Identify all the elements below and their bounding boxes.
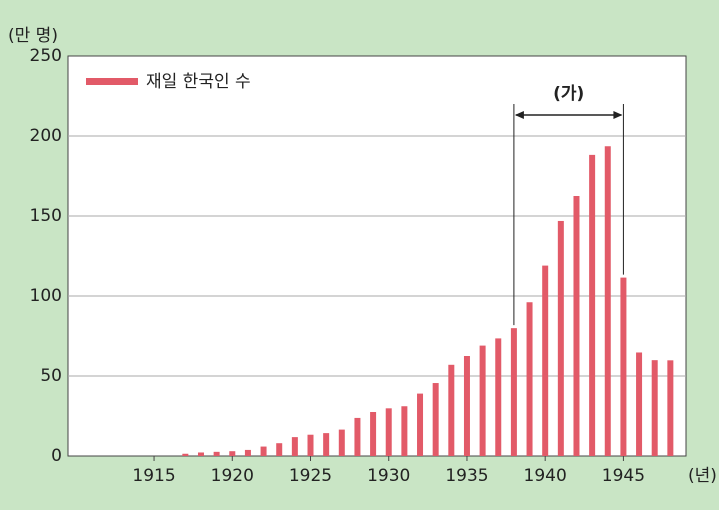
bar	[182, 453, 189, 456]
bar	[557, 220, 564, 456]
y-unit: (만 명)	[8, 26, 58, 46]
bar	[338, 429, 345, 456]
bar	[276, 443, 283, 456]
bar	[495, 338, 502, 456]
bar	[448, 364, 455, 456]
bar	[479, 345, 486, 456]
legend-swatch	[86, 78, 138, 85]
bar	[463, 356, 470, 456]
x-tick-label: 1915	[132, 466, 175, 486]
x-tick-label: 1935	[445, 466, 488, 486]
plot-area	[67, 55, 687, 457]
bar	[620, 277, 627, 456]
legend-label: 재일 한국인 수	[146, 72, 251, 92]
y-tick-label: 100	[30, 286, 62, 306]
bar	[667, 360, 674, 456]
x-tick-label: 1930	[367, 466, 410, 486]
bar	[229, 451, 236, 456]
x-tick-label: 1920	[211, 466, 254, 486]
bar	[323, 433, 330, 456]
bar	[197, 452, 204, 456]
y-tick-label: 0	[51, 446, 62, 466]
bar	[573, 196, 580, 456]
y-tick-label: 200	[30, 126, 62, 146]
x-tick-label: 1925	[289, 466, 332, 486]
bar	[385, 408, 392, 456]
y-tick-label: 150	[30, 206, 62, 226]
bar	[526, 302, 533, 456]
x-tick-label: 1940	[524, 466, 567, 486]
bar	[432, 383, 439, 456]
bar	[651, 360, 658, 456]
bar	[291, 437, 298, 456]
bar	[260, 446, 267, 456]
y-tick-label: 50	[40, 366, 62, 386]
bar	[510, 328, 517, 456]
bar	[417, 393, 424, 456]
x-tick-label: 1945	[602, 466, 645, 486]
bar	[542, 265, 549, 456]
annotation-label: (가)	[553, 84, 584, 104]
y-tick-label: 250	[30, 46, 62, 66]
x-unit: (년)	[688, 466, 717, 486]
bar	[370, 412, 377, 456]
bar	[307, 434, 314, 456]
bar	[213, 451, 220, 456]
bar	[401, 406, 408, 456]
bar	[244, 449, 251, 456]
bar	[589, 154, 596, 456]
bar	[354, 417, 361, 456]
bar	[636, 352, 643, 456]
bar	[604, 146, 611, 457]
